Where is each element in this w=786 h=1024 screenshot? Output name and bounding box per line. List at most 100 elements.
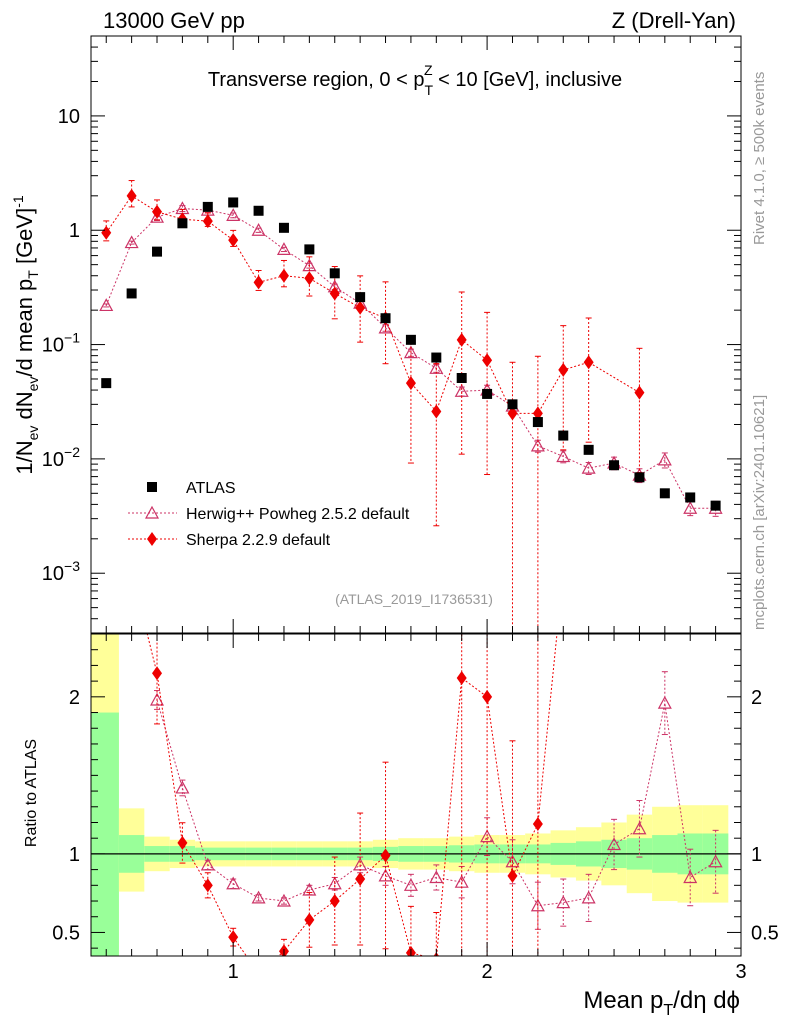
herwig-point xyxy=(150,209,165,223)
ratio-bands xyxy=(91,634,741,956)
atlas-point xyxy=(659,488,670,499)
analysis-id: (ATLAS_2019_I1736531) xyxy=(335,591,493,607)
sherpa-point xyxy=(532,406,543,421)
tick-exponent: −1 xyxy=(64,330,80,346)
tick-exponent: −2 xyxy=(64,444,80,460)
herwig-ratio-point xyxy=(454,874,469,888)
legend-sherpa-label: Sherpa 2.2.9 default xyxy=(186,532,331,549)
herwig-ratio-point xyxy=(175,780,190,794)
sherpa-ratio-point xyxy=(304,912,315,927)
atlas-point xyxy=(456,372,467,383)
atlas-point xyxy=(278,222,289,233)
sherpa-point xyxy=(152,204,163,219)
herwig-ratio-point xyxy=(302,882,317,896)
sherpa-point xyxy=(101,225,112,240)
atlas-point xyxy=(634,472,645,483)
atlas-point xyxy=(532,417,543,428)
x-tick-labels: 1 2 3 xyxy=(228,961,747,983)
tick-base: 10 xyxy=(42,335,64,357)
sherpa-point xyxy=(456,332,467,347)
main-y-tick-label: 10−2 xyxy=(42,444,80,471)
tick-base: 10 xyxy=(42,563,64,585)
header-right: Z (Drell-Yan) xyxy=(612,8,736,33)
main-panel-markers xyxy=(99,180,723,633)
ratio-y-axis-label: Ratio to ATLAS xyxy=(23,739,40,847)
legend-atlas-label: ATLAS xyxy=(186,480,236,497)
legend-herwig-label: Herwig++ Powheg 2.5.2 default xyxy=(186,506,410,523)
plot-title: Transverse region, 0 < pTZ < 10 [GeV], i… xyxy=(208,62,622,98)
sherpa-point xyxy=(329,286,340,301)
atlas-point xyxy=(609,460,620,471)
main-y-tick-label: 10 xyxy=(58,106,80,128)
sherpa-ratio-point xyxy=(329,894,340,909)
ratio-y-tick-label-left: 0.5 xyxy=(52,922,80,944)
atlas-point xyxy=(431,352,442,363)
herwig-ratio-point xyxy=(276,893,291,907)
ratio-y-tick-labels: 0.5 0.5 1 1 2 2 xyxy=(52,687,779,945)
legend-atlas-marker xyxy=(147,482,157,492)
atlas-point xyxy=(253,205,264,216)
main-panel-frame xyxy=(90,35,742,634)
legend-sherpa-marker xyxy=(147,532,157,546)
atlas-point xyxy=(380,313,391,324)
sherpa-ratio-point xyxy=(456,670,467,685)
sherpa-ratio-point xyxy=(532,817,543,832)
herwig-point xyxy=(530,438,545,452)
atlas-point xyxy=(202,201,213,212)
herwig-ratio-point xyxy=(200,857,215,871)
atlas-point xyxy=(177,218,188,229)
sherpa-point xyxy=(405,376,416,391)
herwig-ratio-point xyxy=(150,692,165,706)
herwig-point xyxy=(683,501,698,514)
herwig-ratio-point xyxy=(632,821,647,835)
legend: ATLAS Herwig++ Powheg 2.5.2 default Sher… xyxy=(128,480,410,549)
sherpa-ratio-line xyxy=(146,634,558,956)
herwig-ratio-point xyxy=(657,695,672,709)
herwig-point xyxy=(581,460,596,474)
herwig-ratio-point xyxy=(429,870,444,884)
main-y-axis-label: 1/Nev dNev/d mean pT [GeV]-1 xyxy=(10,195,41,475)
ratio-panel-markers xyxy=(146,634,723,956)
herwig-point xyxy=(251,222,266,236)
herwig-ratio-point xyxy=(327,876,342,890)
sherpa-point xyxy=(202,214,213,229)
herwig-ratio-point xyxy=(251,890,266,904)
herwig-ratio-point xyxy=(530,898,545,912)
herwig-ratio-point xyxy=(403,878,418,891)
mcplots-reference: mcplots.cern.ch [arXiv:2401.10621] xyxy=(751,395,768,630)
tick-base: 10 xyxy=(42,449,64,471)
herwig-point xyxy=(657,452,672,466)
sherpa-point xyxy=(355,300,366,315)
stat-band xyxy=(91,712,119,956)
herwig-point xyxy=(226,208,241,221)
ratio-y-tick-label-right: 2 xyxy=(751,687,762,709)
main-y-tick-label: 10−3 xyxy=(42,558,80,585)
atlas-point xyxy=(405,334,416,345)
x-tick-label: 2 xyxy=(482,961,493,983)
herwig-ratio-point xyxy=(480,829,495,843)
atlas-point xyxy=(558,430,569,441)
ratio-y-tick-label-left: 1 xyxy=(69,844,80,866)
herwig-point xyxy=(556,449,571,463)
x-axis-label: Mean pT/dη dϕ xyxy=(583,987,740,1019)
atlas-point xyxy=(507,399,518,410)
rivet-version: Rivet 4.1.0, ≥ 500k events xyxy=(751,72,768,245)
sherpa-ratio-point xyxy=(228,930,239,945)
herwig-point xyxy=(378,320,393,334)
atlas-point xyxy=(304,244,315,255)
sherpa-point xyxy=(253,275,264,290)
tick-exponent: −3 xyxy=(64,558,80,574)
sherpa-ratio-point xyxy=(507,868,518,883)
sherpa-point xyxy=(583,355,594,370)
herwig-ratio-point xyxy=(226,876,241,890)
sherpa-point xyxy=(558,362,569,377)
sherpa-ratio-point xyxy=(355,872,366,887)
herwig-ratio-point xyxy=(683,870,698,884)
herwig-ratio-point xyxy=(581,890,596,904)
sherpa-point xyxy=(634,385,645,400)
atlas-point xyxy=(685,492,696,503)
ratio-y-tick-label-right: 0.5 xyxy=(751,922,779,944)
herwig-ratio-point xyxy=(556,895,571,909)
